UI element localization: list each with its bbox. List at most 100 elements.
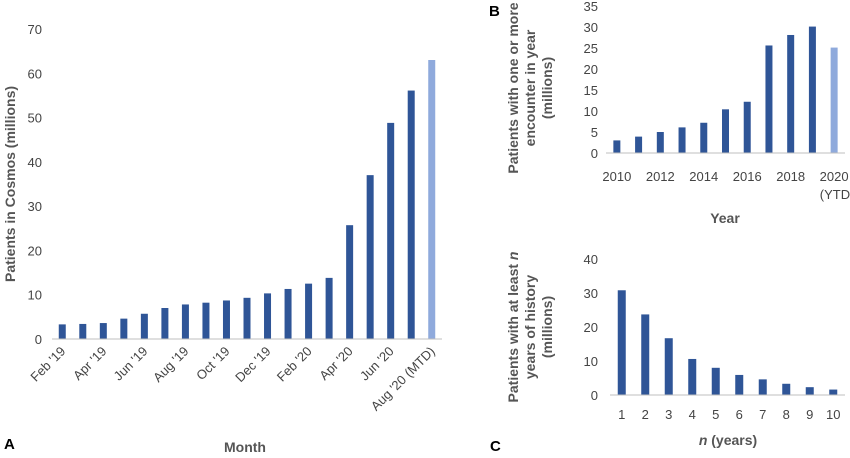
panel-b-y-tick-label: 30 — [584, 20, 598, 35]
panel-c-x-title-rest: (years) — [707, 432, 757, 448]
panel-c-bar — [641, 314, 650, 395]
panel-c-y-tick-label: 40 — [584, 252, 598, 267]
panel-a-bar — [140, 313, 148, 339]
y-title-line: encounter in year — [522, 29, 538, 146]
panel-a-bar — [346, 225, 354, 339]
panel-c-bar — [664, 338, 673, 395]
panel-c-x-tick-label: 6 — [736, 407, 743, 422]
panel-b-x-tick-label: 2018 — [776, 169, 805, 184]
panel-b-y-title: Patients with one or moreencounter in ye… — [505, 2, 555, 173]
panel-b-x-tick-label: 2014 — [689, 169, 718, 184]
panel-a-bar — [428, 60, 436, 339]
panel-b-bar — [830, 47, 838, 153]
panel-a-bar — [202, 302, 210, 339]
panel-b-x-ticks: 2010 2012 2014 2016 2018 2020 (YTD) — [602, 169, 850, 202]
panel-a-y-axis: 0 10 20 30 40 50 60 70 — [28, 22, 42, 347]
panel-a-bar — [120, 318, 128, 339]
panel-c-x-tick-label: 1 — [618, 407, 625, 422]
panel-a-x-tick-label: Jun '19 — [111, 344, 151, 384]
panel-a-y-tick-label: 0 — [35, 332, 42, 347]
panel-b-x-tick-sublabel: (YTD) — [820, 187, 850, 202]
panel-a-x-tick-label: Apr '20 — [316, 344, 355, 383]
panel-c-bar — [782, 383, 791, 395]
panel-c-bar — [805, 387, 814, 395]
panel-c-y-tick-label: 20 — [584, 320, 598, 335]
panel-c-bar — [758, 379, 767, 395]
panel-b-x-tick-label: 2012 — [646, 169, 675, 184]
panel-b-bar — [678, 127, 686, 153]
panel-a-bar — [305, 283, 313, 339]
panel-b-bar — [765, 45, 773, 154]
panel-a-y-tick-label: 50 — [28, 111, 42, 126]
panel-c-bar — [735, 374, 744, 395]
panel-b: B 0 5 10 15 20 25 30 35 2010 2012 2014 2016 2018 202… — [489, 0, 850, 226]
panel-a-bar — [161, 308, 169, 339]
panel-a-y-tick-label: 70 — [28, 22, 42, 37]
panel-c-x-tick-label: 4 — [689, 407, 696, 422]
panel-a-x-tick-label: Apr '19 — [70, 344, 109, 383]
panel-a-x-tick-label: Dec '19 — [232, 344, 273, 385]
panel-a-bar — [181, 304, 189, 339]
panel-a-y-tick-label: 60 — [28, 66, 42, 81]
panel-a-bar — [222, 300, 230, 339]
panel-a-bar — [366, 175, 374, 339]
panel-b-x-tick-label: 2020 — [820, 169, 849, 184]
panel-c-x-tick-label: 9 — [806, 407, 813, 422]
panel-b-y-tick-label: 0 — [591, 146, 598, 161]
panel-c-bar — [711, 367, 720, 395]
panel-c-bar — [617, 290, 626, 395]
panel-b-bar — [613, 140, 621, 153]
panel-b-y-title-text: Patients with one or moreencounter in ye… — [505, 2, 555, 173]
panel-b-bar — [700, 122, 708, 153]
panel-c-x-tick-label: 10 — [826, 407, 840, 422]
panel-b-bar — [808, 26, 816, 153]
panel-a-x-ticks: Feb '19 Apr '19 Jun '19 Aug '19 Oct '19 Dec '… — [27, 344, 437, 414]
panel-b-bar — [787, 34, 795, 154]
panel-c-x-tick-label: 2 — [642, 407, 649, 422]
y-title-line: (millions) — [539, 57, 555, 119]
panel-a-bar — [264, 293, 272, 339]
y-title-line: years of history — [522, 275, 538, 379]
y-title-line: Patients with at least n — [505, 252, 521, 403]
panel-c-y-tick-label: 30 — [584, 286, 598, 301]
panel-a-bar — [325, 277, 333, 339]
panel-a-x-tick-label: Aug '19 — [150, 344, 191, 385]
panel-b-bar — [656, 132, 664, 153]
panel-c-x-ticks: 1 2 3 4 5 6 7 8 9 10 — [618, 407, 840, 422]
panel-c-bar — [688, 358, 697, 395]
panel-a-bar — [387, 122, 395, 339]
panel-b-bar — [722, 109, 729, 153]
panel-b-x-tick-label: 2016 — [733, 169, 762, 184]
panel-b-y-tick-label: 20 — [584, 62, 598, 77]
panel-a-bars — [58, 60, 436, 339]
panel-c-bars — [617, 290, 838, 395]
panel-b-y-tick-label: 10 — [584, 104, 598, 119]
panel-b-bar — [635, 136, 643, 153]
panel-letter-a: A — [4, 436, 15, 453]
panel-a-bar — [99, 323, 107, 339]
panel-a-y-title: Patients in Cosmos (millions) — [2, 86, 18, 282]
panel-a-bar — [243, 297, 251, 339]
panel-b-y-tick-label: 15 — [584, 83, 598, 98]
panel-b-x-tick-label: 2010 — [602, 169, 631, 184]
panel-a-y-tick-label: 30 — [28, 199, 42, 214]
panel-a-x-title: Month — [224, 439, 266, 455]
panel-a-x-tick-label: Oct '19 — [193, 344, 232, 383]
panel-c-x-tick-label: 5 — [712, 407, 719, 422]
panel-b-bars — [613, 26, 838, 154]
panel-b-x-title: Year — [710, 210, 740, 226]
y-title-line: Patients with one or more — [505, 2, 521, 173]
panel-c-y-tick-label: 10 — [584, 354, 598, 369]
panel-c-x-tick-label: 7 — [759, 407, 766, 422]
panel-b-y-tick-label: 25 — [584, 41, 598, 56]
panel-a-y-tick-label: 10 — [28, 288, 42, 303]
panel-a-bar — [407, 90, 415, 339]
panel-c-y-axis: 0 10 20 30 40 — [584, 252, 598, 403]
panel-a-bar — [58, 324, 66, 339]
panel-c-y-tick-label: 0 — [591, 388, 598, 403]
panel-a-x-tick-label: Feb '20 — [274, 344, 315, 385]
panel-b-y-tick-label: 5 — [591, 125, 598, 140]
panel-letter-c: C — [490, 438, 501, 455]
